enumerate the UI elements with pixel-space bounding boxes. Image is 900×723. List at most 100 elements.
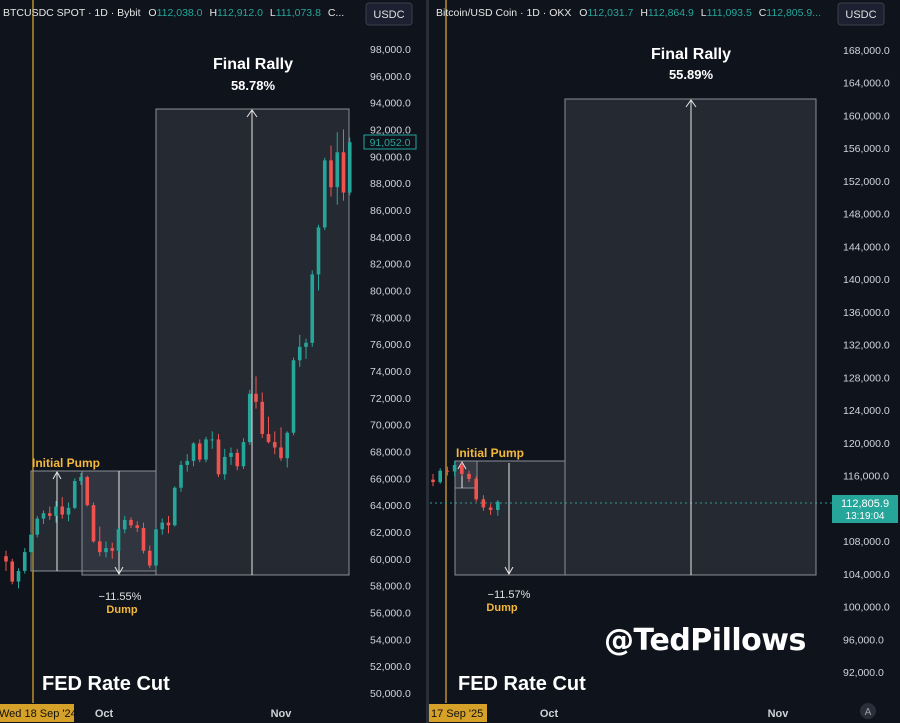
watermark: @TedPillows	[604, 623, 806, 658]
left-price-label: 82,000.0	[370, 259, 411, 271]
left-price-label: 98,000.0	[370, 44, 411, 56]
right-currency-button[interactable]	[837, 2, 885, 26]
left-candle	[229, 447, 233, 465]
left-fed-rate-cut: FED Rate Cut	[42, 673, 170, 695]
left-price-label: 54,000.0	[370, 634, 411, 646]
left-candle	[147, 545, 152, 569]
left-price-label: 84,000.0	[370, 232, 411, 244]
left-initial-pump-label: Initial Pump	[32, 456, 100, 470]
left-candle	[4, 550, 8, 571]
right-price-label: 144,000.0	[843, 241, 890, 253]
left-candle	[85, 475, 90, 507]
right-candle	[460, 462, 464, 477]
right-time-nov: Nov	[768, 708, 790, 720]
left-price-label: 66,000.0	[370, 473, 411, 485]
left-price-label: 58,000.0	[370, 581, 411, 593]
right-price-label: 120,000.0	[843, 438, 890, 450]
left-candle	[166, 515, 171, 534]
right-price-label: 152,000.0	[843, 176, 890, 188]
left-candle	[254, 376, 258, 409]
left-price-label: 68,000.0	[370, 447, 411, 459]
left-price-label: 72,000.0	[370, 393, 411, 405]
right-price-axis: 168,000.0 164,000.0 160,000.0 156,000.0 152,…	[832, 0, 900, 723]
left-candle	[197, 439, 202, 463]
right-candle	[452, 460, 457, 477]
left-candle	[222, 448, 227, 480]
right-time-oct: Oct	[540, 708, 559, 720]
left-panel: 98,000.0 96,000.0 94,000.0 92,000.0 90,000.0…	[0, 0, 426, 723]
left-candle	[272, 431, 277, 455]
right-price-label: 132,000.0	[843, 340, 890, 352]
right-dump-label: Dump	[486, 602, 517, 614]
left-final-rally-pct: 58.78%	[231, 78, 276, 93]
right-candle	[438, 468, 442, 484]
left-currency-button[interactable]	[365, 2, 413, 26]
left-candle	[260, 392, 265, 439]
right-price-label: 140,000.0	[843, 274, 890, 286]
left-candle	[210, 431, 215, 449]
left-candle	[154, 527, 158, 570]
right-price-label: 100,000.0	[843, 602, 890, 614]
left-candle	[310, 270, 315, 347]
left-price-label: 52,000.0	[370, 661, 411, 673]
right-last-price-tag	[832, 495, 898, 523]
left-candle	[291, 357, 296, 436]
auto-scale-button[interactable]	[860, 703, 876, 719]
left-candle	[41, 510, 46, 524]
left-price-label: 88,000.0	[370, 178, 411, 190]
right-dump-pct: −11.57%	[488, 589, 531, 601]
left-candle	[135, 521, 140, 532]
left-candle	[22, 548, 27, 574]
left-price-label: 64,000.0	[370, 500, 411, 512]
left-candle	[29, 532, 33, 555]
right-candle	[488, 504, 493, 515]
left-price-label: 70,000.0	[370, 420, 411, 432]
right-event-date: 17 Sep '25	[431, 708, 483, 720]
right-price-label: 116,000.0	[843, 471, 889, 483]
left-event-date-tag	[0, 704, 74, 722]
left-candle	[10, 558, 15, 585]
left-candle	[204, 436, 208, 463]
left-candle	[54, 501, 58, 523]
right-price-label: 124,000.0	[843, 405, 890, 417]
left-candle	[47, 506, 52, 520]
left-price-label: 86,000.0	[370, 205, 411, 217]
right-candle	[431, 473, 435, 487]
left-time-oct: Oct	[95, 708, 114, 720]
left-candle	[97, 526, 102, 557]
right-fed-rate-cut: FED Rate Cut	[458, 673, 586, 695]
left-last-price-tag	[363, 134, 417, 150]
left-candle	[329, 145, 333, 197]
left-candle	[16, 568, 21, 589]
right-final-rally-pct: 55.89%	[669, 67, 714, 82]
left-candle	[191, 442, 196, 467]
left-candle	[116, 527, 121, 553]
right-price-label: 104,000.0	[843, 569, 890, 581]
left-price-label: 90,000.0	[370, 151, 411, 163]
left-price-label: 92,000.0	[370, 125, 411, 137]
left-candle	[110, 542, 115, 559]
left-candle	[235, 448, 240, 471]
left-candle	[216, 434, 221, 477]
right-price-label: 92,000.0	[843, 667, 884, 679]
left-candle	[285, 431, 290, 468]
right-price-label: 160,000.0	[843, 110, 890, 122]
left-price-label: 96,000.0	[370, 71, 411, 83]
right-price-label: 156,000.0	[843, 143, 890, 155]
left-candles	[4, 129, 352, 589]
auto-scale-label: A	[865, 707, 872, 718]
left-candle	[347, 137, 352, 196]
left-time-nov: Nov	[271, 708, 293, 720]
left-candle	[297, 334, 302, 367]
left-candle	[104, 541, 108, 558]
left-candle	[91, 502, 96, 543]
left-price-axis: 98,000.0 96,000.0 94,000.0 92,000.0 90,000.0…	[364, 0, 426, 723]
right-candle	[481, 495, 486, 511]
right-event-date-tag	[429, 704, 487, 722]
left-event-date: Wed 18 Sep '24	[0, 708, 77, 720]
left-final-rally-title: Final Rally	[213, 56, 293, 73]
left-candle	[179, 460, 183, 492]
left-price-label: 78,000.0	[370, 312, 411, 324]
left-candle	[279, 427, 283, 461]
